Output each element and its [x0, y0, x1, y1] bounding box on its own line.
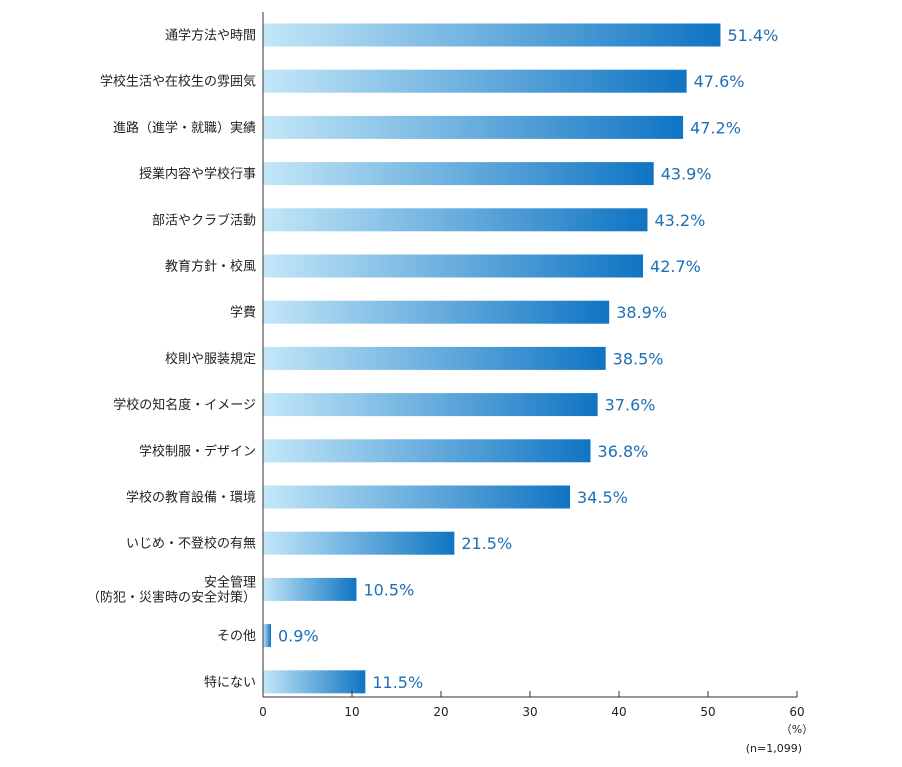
bar	[263, 485, 571, 509]
value-label: 11.5%	[372, 673, 423, 692]
x-tick-label: 40	[611, 705, 626, 719]
category-label-line: 学校の教育設備・環境	[126, 490, 256, 506]
bar	[263, 162, 654, 186]
value-label: 47.6%	[694, 72, 745, 91]
category-label-line: 進路（進学・就職）実績	[113, 120, 256, 136]
category-label-line: 安全管理	[204, 574, 256, 590]
bar	[263, 300, 610, 324]
x-unit-label: （%）	[781, 723, 813, 736]
x-tick-label: 20	[433, 705, 448, 719]
category-label: 学校生活や在校生の雰囲気	[100, 74, 256, 90]
category-label-line: 通学方法や時間	[165, 28, 256, 44]
category-label-line: 教育方針・校風	[165, 259, 256, 275]
bar	[263, 624, 272, 648]
category-label-line: 部活やクラブ活動	[152, 212, 256, 228]
bar	[263, 439, 591, 463]
category-label-line: いじめ・不登校の有無	[126, 536, 256, 552]
x-tick-label: 50	[700, 705, 715, 719]
value-label: 37.6%	[605, 396, 656, 415]
category-label: 通学方法や時間	[165, 28, 256, 44]
category-label: いじめ・不登校の有無	[126, 536, 256, 552]
x-tick-label: 60	[789, 705, 804, 719]
bar	[263, 69, 687, 93]
category-label: 学費	[230, 305, 256, 321]
value-label: 0.9%	[278, 627, 319, 646]
category-label: 教育方針・校風	[165, 259, 256, 275]
category-label-line: その他	[217, 629, 256, 644]
bar	[263, 346, 606, 370]
category-label-line: 学校の知名度・イメージ	[113, 397, 256, 413]
category-label: 進路（進学・就職）実績	[113, 120, 256, 136]
value-label: 38.5%	[613, 349, 664, 368]
category-label: その他	[217, 629, 256, 644]
category-label-line: 特にない	[204, 675, 256, 690]
category-label-line: 学費	[230, 305, 256, 321]
x-tick-label: 0	[259, 705, 267, 719]
category-label-line: 学校制服・デザイン	[139, 443, 256, 459]
category-label: 校則や服装規定	[165, 351, 256, 367]
bar	[263, 393, 598, 417]
value-label: 42.7%	[650, 257, 701, 276]
category-label: 学校の教育設備・環境	[126, 490, 256, 506]
sample-size-note: (n=1,099)	[746, 742, 802, 755]
bar	[263, 531, 455, 555]
value-label: 47.2%	[690, 118, 741, 137]
bar	[263, 208, 648, 232]
category-label: 学校の知名度・イメージ	[113, 397, 256, 413]
category-label-line: 校則や服装規定	[165, 351, 256, 367]
category-label-line: （防犯・災害時の安全対策）	[87, 589, 256, 605]
category-label-line: 学校生活や在校生の雰囲気	[100, 74, 256, 90]
category-label: 学校制服・デザイン	[139, 443, 256, 459]
category-label: 部活やクラブ活動	[152, 212, 256, 228]
category-label: 安全管理（防犯・災害時の安全対策）	[87, 574, 256, 605]
x-tick-label: 30	[522, 705, 537, 719]
bar	[263, 115, 684, 139]
x-tick-label: 10	[344, 705, 359, 719]
bar	[263, 670, 366, 694]
bar	[263, 23, 721, 47]
category-label: 特にない	[204, 675, 256, 690]
value-label: 21.5%	[461, 534, 512, 553]
value-label: 34.5%	[577, 488, 628, 507]
category-label-line: 授業内容や学校行事	[139, 166, 256, 182]
value-label: 36.8%	[598, 442, 649, 461]
category-label: 授業内容や学校行事	[139, 166, 256, 182]
value-label: 51.4%	[727, 26, 778, 45]
bar	[263, 577, 357, 601]
value-label: 10.5%	[363, 580, 414, 599]
value-label: 43.2%	[654, 211, 705, 230]
value-label: 43.9%	[661, 165, 712, 184]
bar	[263, 254, 644, 278]
value-label: 38.9%	[616, 303, 667, 322]
